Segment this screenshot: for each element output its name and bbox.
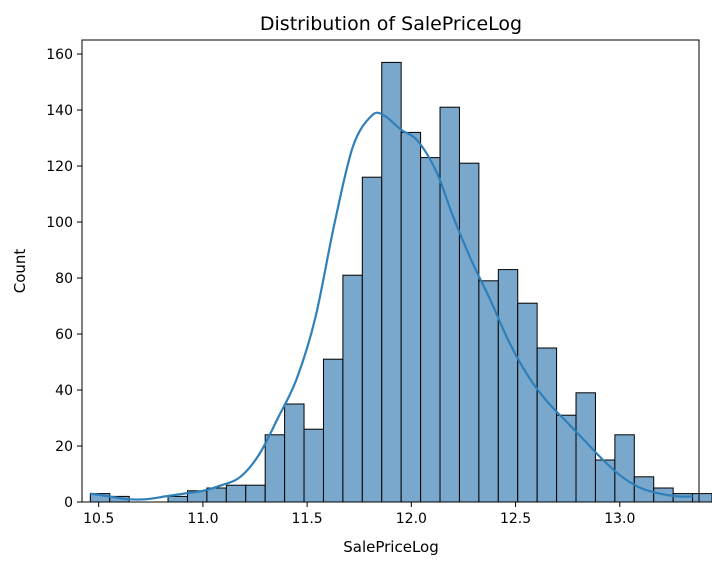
- histogram-bar: [458, 162, 480, 503]
- histogram-bar: [517, 302, 538, 503]
- x-tick-label: 13.0: [604, 511, 635, 527]
- y-axis-ticks: 0 20 40 60 80 100 120 140 160: [46, 47, 82, 511]
- x-axis-ticks: 10.5 11.0 11.5 12.0 12.5 13.0: [83, 502, 635, 527]
- histogram-bar: [322, 358, 344, 503]
- y-tick-label: 140: [46, 103, 73, 119]
- y-tick-label: 160: [46, 47, 73, 63]
- histogram-bar: [536, 347, 558, 503]
- histogram-bar: [497, 269, 519, 503]
- chart-title: Distribution of SalePriceLog: [260, 13, 522, 35]
- histogram-bar: [692, 493, 712, 503]
- y-tick-label: 40: [55, 383, 73, 399]
- histogram-bar: [672, 493, 694, 503]
- histogram-bar: [361, 176, 383, 503]
- x-tick-label: 12.5: [500, 511, 531, 527]
- histogram-bar: [594, 459, 616, 503]
- y-tick-label: 80: [55, 271, 73, 287]
- x-tick-label: 12.0: [396, 511, 427, 527]
- y-axis-label: Count: [11, 249, 29, 294]
- histogram-bar: [439, 106, 460, 503]
- histogram-bar: [420, 157, 441, 503]
- histogram-bar: [284, 403, 305, 503]
- plot-frame: [81, 39, 700, 503]
- x-tick-label: 11.5: [292, 511, 323, 527]
- kde-curve: [90, 111, 693, 501]
- x-tick-label: 10.5: [83, 511, 114, 527]
- histogram-bar: [245, 484, 266, 503]
- y-tick-label: 100: [46, 215, 73, 231]
- y-tick-label: 0: [64, 495, 73, 511]
- y-tick-label: 20: [55, 439, 73, 455]
- x-axis-label: SalePriceLog: [343, 538, 439, 556]
- histogram-bar: [614, 434, 635, 503]
- histogram-bar: [225, 484, 247, 503]
- y-tick-label: 120: [46, 159, 73, 175]
- histogram-bar: [342, 274, 363, 503]
- x-tick-label: 11.0: [187, 511, 218, 527]
- histogram-bar: [400, 131, 422, 503]
- histogram-bar: [575, 392, 596, 503]
- histogram-bar: [303, 428, 324, 503]
- bar-group: [89, 61, 712, 503]
- histogram-bar: [264, 434, 286, 503]
- y-tick-label: 60: [55, 327, 73, 343]
- histogram-bar: [167, 495, 188, 503]
